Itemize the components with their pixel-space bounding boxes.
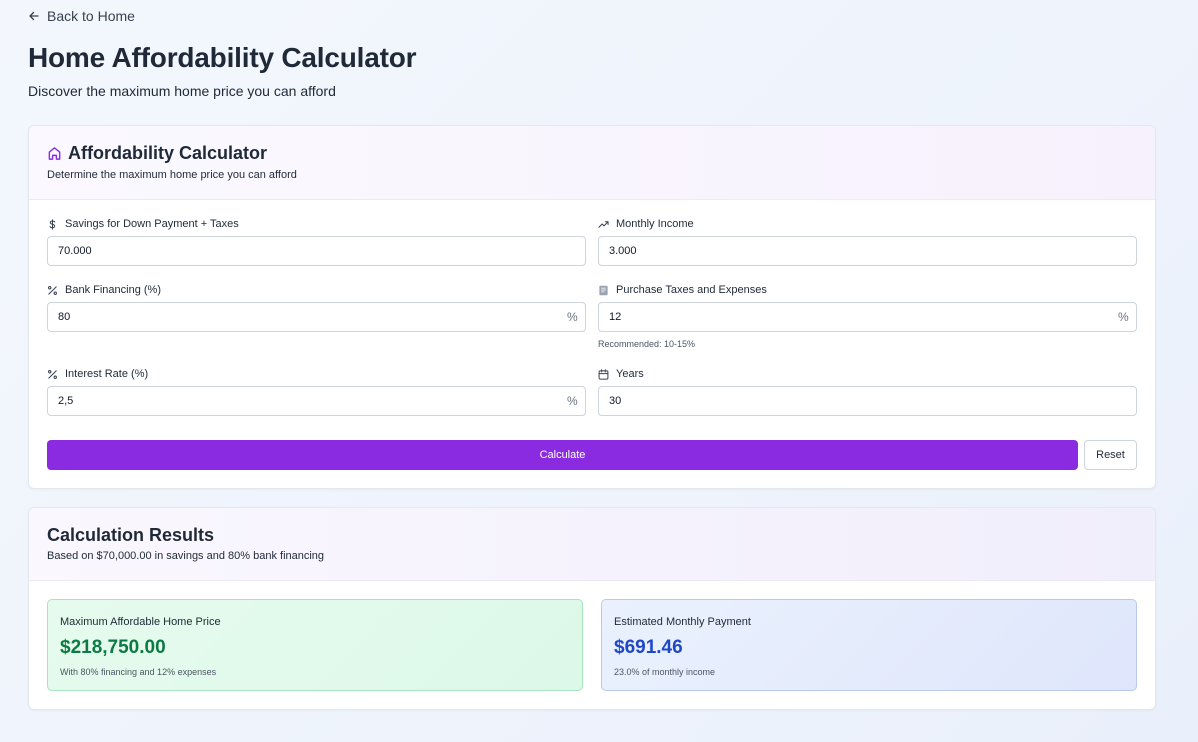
monthly-payment-result: Estimated Monthly Payment $691.46 23.0% … <box>601 599 1137 691</box>
results-card-header: Calculation Results Based on $70,000.00 … <box>29 508 1155 581</box>
interest-label: Interest Rate (%) <box>47 368 148 380</box>
back-link-label: Back to Home <box>47 8 135 24</box>
monthly-payment-label: Estimated Monthly Payment <box>614 616 751 628</box>
results-title: Calculation Results <box>47 525 215 545</box>
years-input[interactable] <box>598 386 1137 416</box>
reset-button[interactable]: Reset <box>1084 440 1137 470</box>
max-price-result: Maximum Affordable Home Price $218,750.0… <box>47 599 583 691</box>
income-label-text: Monthly Income <box>616 218 694 230</box>
page-subtitle: Discover the maximum home price you can … <box>28 83 336 99</box>
savings-input[interactable] <box>47 236 586 266</box>
arrow-left-icon <box>29 11 39 21</box>
years-label: Years <box>598 368 644 380</box>
receipt-icon <box>599 285 608 295</box>
financing-input[interactable] <box>47 302 586 332</box>
interest-suffix: % <box>567 394 578 408</box>
dollar-icon <box>49 218 56 230</box>
calculator-title: Affordability Calculator <box>47 143 267 164</box>
page-title: Home Affordability Calculator <box>28 42 417 73</box>
taxes-input[interactable] <box>598 302 1137 332</box>
calculator-title-text: Affordability Calculator <box>68 143 268 163</box>
calculator-card-header: Affordability Calculator Determine the m… <box>29 126 1155 200</box>
financing-label: Bank Financing (%) <box>47 284 161 296</box>
results-description: Based on $70,000.00 in savings and 80% b… <box>47 550 325 562</box>
calculator-description: Determine the maximum home price you can… <box>47 169 297 181</box>
taxes-label-text: Purchase Taxes and Expenses <box>616 284 767 296</box>
taxes-label: Purchase Taxes and Expenses <box>598 284 767 296</box>
calculate-button[interactable]: Calculate <box>47 440 1078 470</box>
home-icon <box>48 147 61 160</box>
monthly-payment-note: 23.0% of monthly income <box>614 667 716 677</box>
financing-suffix: % <box>567 310 578 324</box>
years-label-text: Years <box>616 368 644 380</box>
max-price-label: Maximum Affordable Home Price <box>60 616 221 628</box>
interest-label-text: Interest Rate (%) <box>65 368 149 380</box>
max-price-note: With 80% financing and 12% expenses <box>60 667 217 677</box>
taxes-suffix: % <box>1118 310 1129 324</box>
trending-up-icon <box>598 220 609 228</box>
savings-label-text: Savings for Down Payment + Taxes <box>65 218 239 230</box>
income-input[interactable] <box>598 236 1137 266</box>
calendar-icon <box>598 368 609 380</box>
max-price-value: $218,750.00 <box>60 637 166 658</box>
calculator-card: Affordability Calculator Determine the m… <box>28 125 1156 489</box>
taxes-hint: Recommended: 10-15% <box>598 339 696 349</box>
monthly-payment-value: $691.46 <box>614 637 683 658</box>
income-label: Monthly Income <box>598 218 694 230</box>
interest-input[interactable] <box>47 386 586 416</box>
back-to-home-link[interactable]: Back to Home <box>28 8 135 24</box>
results-card: Calculation Results Based on $70,000.00 … <box>28 507 1156 710</box>
savings-label: Savings for Down Payment + Taxes <box>47 218 239 230</box>
financing-label-text: Bank Financing (%) <box>65 284 161 296</box>
percent-icon <box>48 285 57 295</box>
percent-icon <box>48 369 57 379</box>
